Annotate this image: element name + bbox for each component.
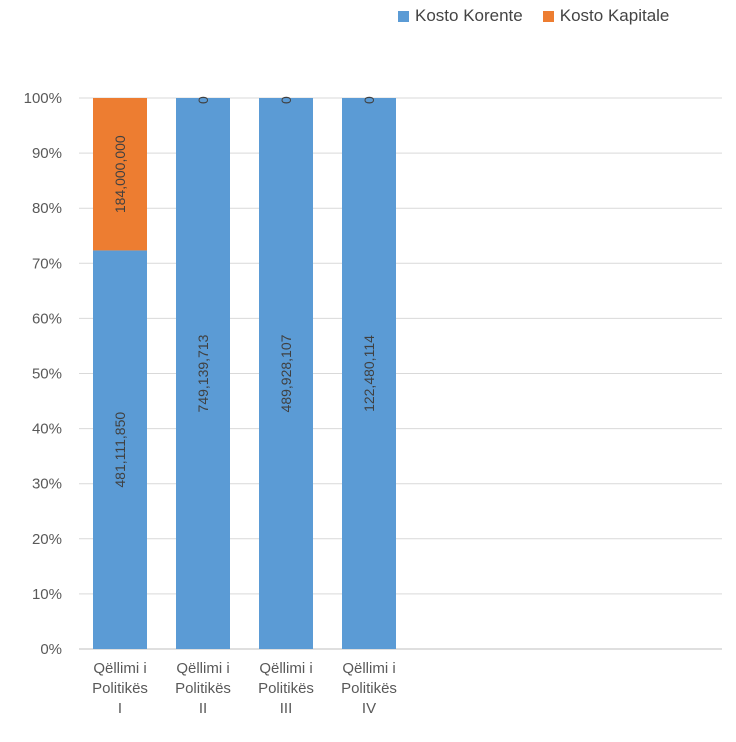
legend-swatch-kosto-korente (398, 10, 409, 22)
legend-item-kosto-korente: Kosto Korente (398, 6, 523, 26)
y-tick-label: 30% (32, 476, 62, 493)
y-tick-label: 90% (32, 145, 62, 162)
data-label: 0 (278, 96, 294, 104)
bar-segment (93, 98, 147, 251)
y-tick-label: 70% (32, 255, 62, 272)
bar-segment (259, 98, 313, 649)
data-label: 481,111,850 (112, 412, 128, 488)
data-label: 122,480,114 (361, 335, 377, 412)
bar-segment (93, 250, 147, 649)
data-label: 184,000,000 (112, 135, 128, 213)
y-tick-label: 10% (32, 586, 62, 603)
x-category-label-line: I (118, 700, 122, 717)
x-category-label-line: III (280, 700, 293, 717)
y-tick-label: 0% (40, 641, 62, 658)
y-tick-label: 50% (32, 366, 62, 383)
bar-segment (342, 98, 396, 649)
x-category-label: Qëllimi i Politikës III (258, 660, 314, 717)
data-label: 489,928,107 (278, 334, 294, 412)
x-category-label-line: II (199, 700, 207, 717)
x-category-label-line: Qëllimi i (93, 660, 146, 677)
legend-label-kosto-korente: Kosto Korente (415, 6, 523, 25)
x-category-label-line: Qëllimi i (259, 660, 312, 677)
legend-label-kosto-kapitale: Kosto Kapitale (559, 6, 670, 25)
data-label: 749,139,713 (195, 334, 211, 412)
x-category-label-line: Politikës (92, 680, 148, 697)
y-tick-label: 60% (32, 310, 62, 327)
x-category-label: Qëllimi i Politikës II (175, 660, 231, 717)
x-category-label-line: Politikës (341, 680, 397, 697)
y-tick-label: 40% (32, 421, 62, 438)
x-category-label-line: Qëllimi i (342, 660, 395, 677)
y-tick-label: 80% (32, 200, 62, 217)
x-category-label: Qëllimi i Politikës I (92, 660, 148, 717)
bar-segment (176, 98, 230, 649)
data-label: 0 (195, 96, 211, 104)
x-category-label-line: Qëllimi i (176, 660, 229, 677)
legend-swatch-kosto-kapitale (542, 10, 554, 22)
legend: Kosto Korente Kosto Kapitale (398, 6, 669, 26)
legend-item-kosto-kapitale: Kosto Kapitale (542, 6, 670, 26)
y-tick-label: 100% (24, 90, 62, 107)
y-tick-label: 20% (32, 531, 62, 548)
data-label: 0 (361, 96, 377, 104)
x-category-label-line: Politikës (175, 680, 231, 697)
x-category-label-line: Politikës (258, 680, 314, 697)
x-category-label: Qëllimi i Politikës IV (341, 660, 397, 717)
x-category-label-line: IV (362, 700, 376, 717)
